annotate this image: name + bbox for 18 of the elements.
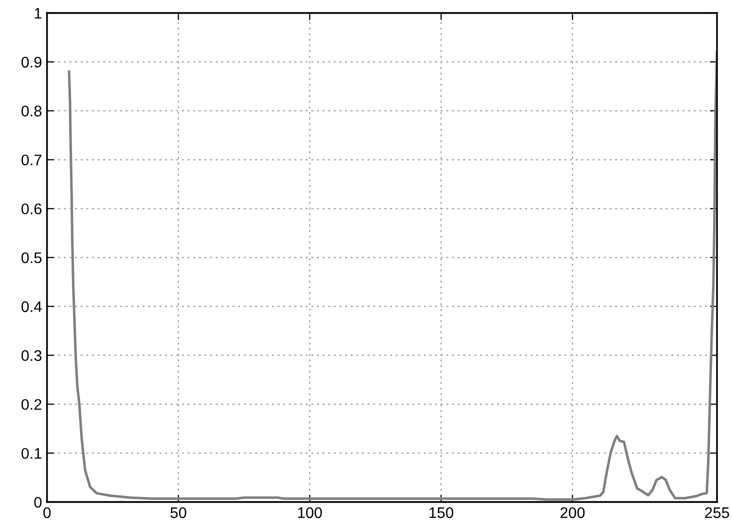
y-tick-label: 0.8 — [22, 106, 42, 116]
y-tick-label: 0.4 — [22, 301, 42, 312]
x-tick-label: 50 — [170, 507, 186, 518]
line-series — [68, 50, 717, 501]
y-tick-label: 0.3 — [22, 350, 42, 361]
y-tick-label: 0.1 — [22, 448, 42, 459]
y-tick-label: 1 — [34, 8, 42, 19]
x-tick-label: 100 — [298, 507, 322, 518]
x-tick-label: 255 — [705, 507, 730, 518]
y-tick-label: 0 — [34, 496, 42, 508]
y-tick-label: 0.2 — [22, 399, 42, 410]
y-tick-label: 0.9 — [22, 56, 42, 68]
y-tick-label: 0.5 — [22, 252, 42, 264]
y-tick-label: 0.7 — [22, 154, 42, 166]
x-tick-label: 200 — [560, 507, 585, 518]
y-tick-label: 0.6 — [22, 203, 42, 214]
x-tick-label: 0 — [43, 507, 51, 518]
x-tick-label: 150 — [430, 507, 454, 518]
